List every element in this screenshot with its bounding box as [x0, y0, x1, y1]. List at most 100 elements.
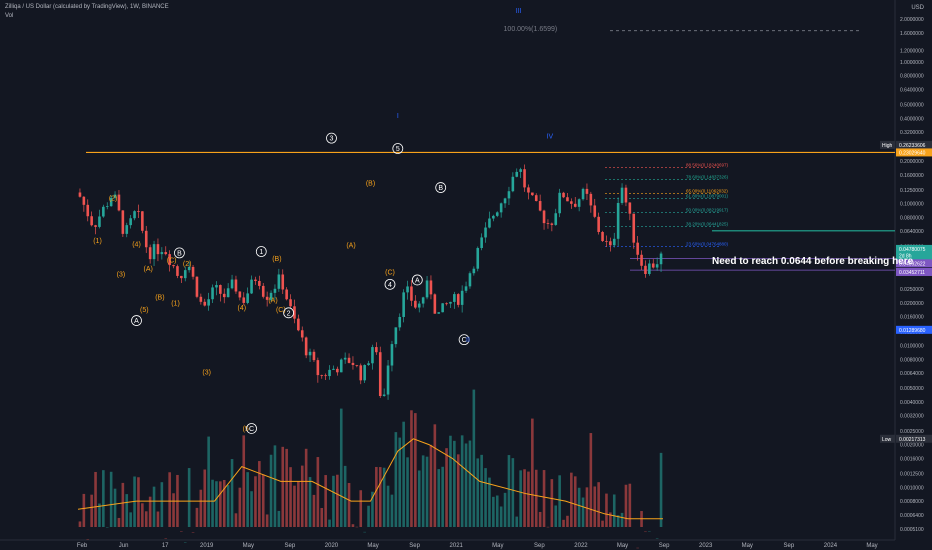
candle-body	[378, 352, 382, 396]
candle-body	[102, 206, 105, 217]
candle-body	[156, 244, 160, 255]
volume-bar	[125, 494, 129, 527]
candle-body	[542, 210, 546, 224]
candle-body	[460, 290, 464, 305]
candle-body	[312, 351, 316, 361]
fib-level-label: 65.00%(0.11062032)	[686, 189, 728, 194]
volume-bar	[172, 493, 175, 527]
volume-bar	[523, 469, 526, 527]
y-tick-label: 0.0064000	[900, 371, 924, 377]
volume-bar	[211, 479, 214, 527]
candle-body	[199, 296, 203, 302]
volume-bar	[261, 474, 265, 527]
volume-bar	[258, 461, 261, 527]
x-tick-label: Jun	[119, 543, 129, 549]
x-tick-label: May	[866, 543, 877, 549]
wave-label: (1)	[93, 238, 102, 245]
volume-bar	[480, 454, 483, 527]
candle-body	[285, 289, 288, 300]
volume-bar	[113, 488, 117, 527]
volume-bar	[581, 497, 585, 527]
x-tick-label: Sep	[659, 543, 670, 549]
candle-body	[632, 213, 636, 243]
axis-badge	[896, 140, 932, 149]
candle-body	[468, 273, 472, 287]
candle-body	[211, 287, 214, 300]
candle-body	[546, 223, 550, 224]
candle-body	[78, 192, 82, 197]
wave-label: 4	[388, 282, 392, 289]
fib-level-label: 88.56%(0.18240697)	[686, 163, 729, 168]
chart-title: Zilliqa / US Dollar (calculated by Tradi…	[5, 4, 169, 10]
candle-body	[659, 253, 663, 265]
candle-body	[414, 300, 417, 308]
volume-bar	[339, 408, 343, 527]
volume-bar	[78, 521, 82, 527]
x-tick-label: Sep	[534, 543, 545, 549]
candle-body	[566, 197, 569, 202]
candle-body	[168, 254, 171, 266]
candle-body	[195, 276, 199, 297]
candle-body	[550, 223, 554, 225]
volume-bar	[109, 471, 113, 527]
axis-badge-tag	[880, 140, 895, 149]
volume-bar	[410, 410, 413, 527]
candle-body	[180, 275, 183, 279]
wave-label: I	[397, 113, 399, 120]
x-tick-label: 17	[162, 543, 169, 549]
candle-body	[453, 294, 456, 302]
candle-body	[359, 365, 363, 381]
candle-body	[636, 242, 639, 255]
candle-body	[320, 375, 324, 376]
axis-badge-tag-label: High	[882, 143, 893, 149]
volume-bar	[90, 494, 93, 527]
x-tick-label: Sep	[783, 543, 794, 549]
volume-bar	[230, 459, 234, 527]
volume-bar	[414, 413, 417, 527]
fib-level-label: 61.80%(0.10879001)	[686, 193, 729, 198]
volume-bar	[546, 526, 550, 528]
volume-bar	[141, 503, 144, 527]
wave-label-circle	[384, 278, 396, 290]
volume-bar	[558, 475, 561, 527]
y-tick-label: 0.2000000	[900, 159, 924, 165]
volume-bar	[105, 527, 109, 528]
candle-body	[90, 216, 93, 226]
volume-bar	[160, 482, 164, 527]
wave-label: 5	[396, 146, 400, 153]
wave-label: A	[134, 318, 139, 325]
candle-body	[187, 266, 191, 271]
price-scale-unit: USD	[911, 5, 924, 11]
candle-body	[141, 211, 144, 231]
volume-bar	[648, 530, 651, 532]
candle-body	[495, 212, 499, 216]
y-tick-label: 0.0200000	[900, 301, 924, 307]
candle-body	[390, 344, 394, 366]
axis-badge-value: 0.00217313	[899, 437, 926, 443]
candle-body	[367, 363, 370, 366]
y-tick-label: 0.0016000	[900, 456, 924, 462]
wave-label: III	[516, 8, 522, 15]
candle-body	[433, 294, 437, 314]
candle-body	[577, 199, 581, 207]
candle-body	[308, 351, 312, 356]
y-tick-label: 0.3200000	[900, 130, 924, 136]
wave-label-circle	[173, 247, 185, 259]
fib-level-label: 38.20%(0.06441825)	[686, 222, 729, 227]
volume-bar	[488, 477, 491, 527]
volume-bar	[597, 482, 600, 527]
wave-label: (B)	[272, 256, 281, 263]
candle-body	[324, 375, 327, 377]
wave-label: C	[462, 337, 467, 344]
volume-bar	[406, 457, 409, 527]
candle-body	[148, 247, 152, 260]
candle-body	[464, 286, 468, 291]
volume-bar	[511, 458, 515, 527]
x-tick-label: 2023	[699, 543, 713, 549]
wave-label: (2)	[109, 195, 118, 202]
volume-bar	[328, 519, 331, 527]
wave-label: (5)	[140, 307, 149, 314]
volume-bar	[507, 455, 511, 527]
volume-bar	[347, 482, 351, 527]
